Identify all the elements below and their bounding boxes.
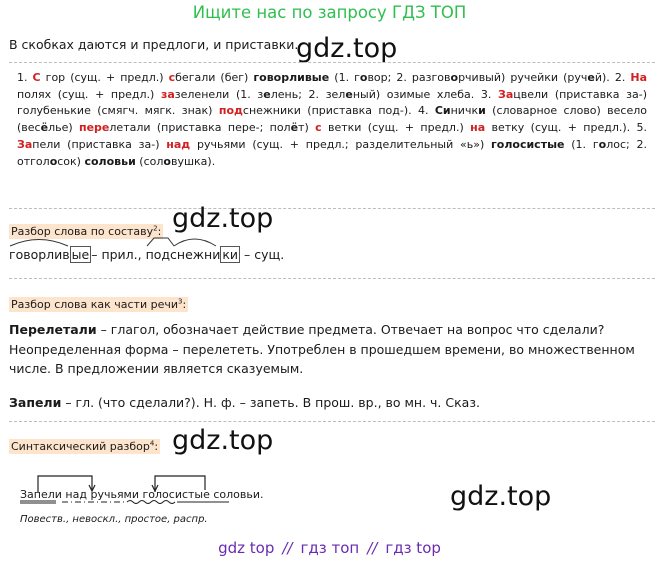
pos-description: – гл. (что сделали?). Н. ф. – запеть. В …	[61, 395, 480, 410]
pos-paragraph-1: Перелетали – глагол, обозначает действие…	[9, 320, 649, 379]
banner-link-3[interactable]: гдз top	[385, 539, 441, 557]
answer-segment: пере	[78, 121, 110, 135]
answer-segment: вушка).	[170, 154, 216, 168]
answer-segment: о	[359, 71, 368, 84]
answer-segment: е	[587, 71, 595, 84]
pos-word: Перелетали	[9, 322, 97, 337]
answer-segment: й). 2.	[594, 71, 631, 84]
answer-segment: летали (приставка пере-; пол	[109, 121, 291, 135]
answer-segment: За	[498, 87, 514, 101]
word-podsnezhniki: подснежни ки	[145, 237, 241, 263]
answer-segment: цвели (приставка за-) голубенькие (смягч…	[17, 87, 647, 118]
answer-segment: о	[49, 154, 58, 168]
root-text: говорлив	[9, 247, 70, 262]
answer-segment: голосистые	[491, 137, 565, 151]
morpheme-analysis: говорлив ые – прил., подснежни ки – сущ.	[9, 237, 285, 263]
bottom-banner[interactable]: gdz top // гдз топ // гдз top	[0, 539, 659, 557]
answer-segment: и	[442, 104, 451, 118]
pos-text: – прил.,	[91, 247, 146, 262]
word-govorlivye: говорлив ые	[9, 239, 92, 263]
answer-segment: на	[470, 121, 486, 135]
intro-text: В скобках даются и предлоги, и приставки…	[9, 37, 299, 52]
answer-segment: о	[450, 71, 459, 84]
parts-label: Разбор слова как части речи3:	[9, 297, 189, 312]
answer-segment: зеленели (1. з	[174, 87, 264, 101]
answer-segment: ничк	[450, 104, 479, 118]
answer-segment: за	[160, 87, 175, 101]
answer-text: 1. С гор (сущ. + предл.) сбегали (бег) г…	[17, 70, 647, 170]
pos-description: – глагол, обозначает действие предмета. …	[9, 322, 635, 376]
answer-segment: На	[630, 71, 647, 84]
answer-segment: рчивый) ручейки (руч	[458, 71, 588, 84]
answer-segment: пели (приставка за-)	[32, 137, 167, 151]
separator: //	[282, 539, 293, 557]
answer-segment: лень; 2. зел	[270, 87, 346, 101]
root-arc	[9, 239, 69, 247]
answer-segment: С	[434, 104, 443, 118]
syntax-note: Повеств., невоскл., простое, распр.	[20, 514, 208, 525]
watermark: gdz.top	[172, 203, 274, 234]
answer-segment: говорливые	[253, 71, 330, 84]
answer-block: 1. С гор (сущ. + предл.) сбегали (бег) г…	[17, 70, 647, 170]
answer-segment: ный) озимые хлеба. 3.	[352, 87, 499, 101]
answer-segment: лос; 2. отгол	[17, 137, 647, 168]
ending-box: ки	[220, 246, 241, 263]
answer-segment: ветки (сущ. + предл.)	[321, 121, 471, 135]
answer-segment: (1. г	[564, 137, 599, 151]
answer-segment: ручьями (сущ. + предл.; разделительный «…	[190, 137, 492, 151]
answer-segment: над	[166, 137, 191, 151]
watermark: gdz.top	[450, 481, 552, 512]
root-text: подснежни	[145, 247, 221, 262]
answer-segment: е	[345, 87, 353, 101]
answer-segment: полях (сущ. + предл.)	[17, 87, 161, 101]
divider	[9, 62, 655, 63]
answer-segment: о	[163, 154, 171, 168]
syntax-sentence: Запели над ручьями голосистые соловьи.	[20, 488, 264, 501]
answer-segment: и	[478, 104, 486, 118]
answer-segment: с	[168, 71, 176, 84]
answer-segment: ветку (сущ. + предл.). 5.	[485, 121, 647, 135]
answer-segment: о	[598, 137, 607, 151]
answer-segment: За	[17, 137, 33, 151]
composition-label: Разбор слова по составу2:	[9, 224, 164, 239]
answer-segment: вор; 2. разгов	[367, 71, 451, 84]
root-arc	[146, 237, 216, 247]
divider	[9, 278, 655, 279]
answer-segment: 1.	[17, 71, 33, 84]
banner-link-2[interactable]: гдз топ	[300, 539, 360, 557]
answer-segment: ё	[40, 121, 49, 135]
answer-segment: т)	[298, 121, 316, 135]
banner-link-1[interactable]: gdz top	[218, 539, 275, 557]
divider	[9, 421, 655, 422]
separator: //	[367, 539, 378, 557]
pos-word: Запели	[9, 395, 62, 410]
divider	[9, 208, 655, 209]
answer-segment: С	[32, 71, 41, 84]
pos-paragraph-2: Запели – гл. (что сделали?). Н. ф. – зап…	[9, 393, 649, 413]
answer-segment: (сол	[135, 154, 164, 168]
answer-segment: е	[263, 87, 271, 101]
answer-segment: под	[218, 104, 243, 118]
top-banner[interactable]: Ищите нас по запросу ГДЗ ТОП	[192, 3, 467, 22]
syntax-label: Синтаксический разбор4:	[9, 439, 161, 454]
answer-segment: ё	[290, 121, 299, 135]
answer-segment: с	[315, 121, 322, 135]
answer-segment: сок)	[57, 154, 85, 168]
pos-text: – сущ.	[240, 247, 285, 262]
answer-segment: гор (сущ. + предл.)	[40, 71, 169, 84]
answer-segment: (1. г	[329, 71, 360, 84]
syntax-diagram	[20, 475, 229, 504]
answer-segment: снежники (приставка под-). 4.	[242, 104, 435, 118]
answer-segment: соловьи	[84, 154, 136, 168]
watermark: gdz.top	[172, 425, 274, 456]
answer-segment: лье)	[48, 121, 79, 135]
watermark: gdz.top	[296, 33, 398, 64]
answer-segment: (словарное слово) весело (вес	[17, 104, 648, 135]
answer-segment: бегали (бег)	[175, 71, 254, 84]
ending-box: ые	[69, 246, 92, 263]
